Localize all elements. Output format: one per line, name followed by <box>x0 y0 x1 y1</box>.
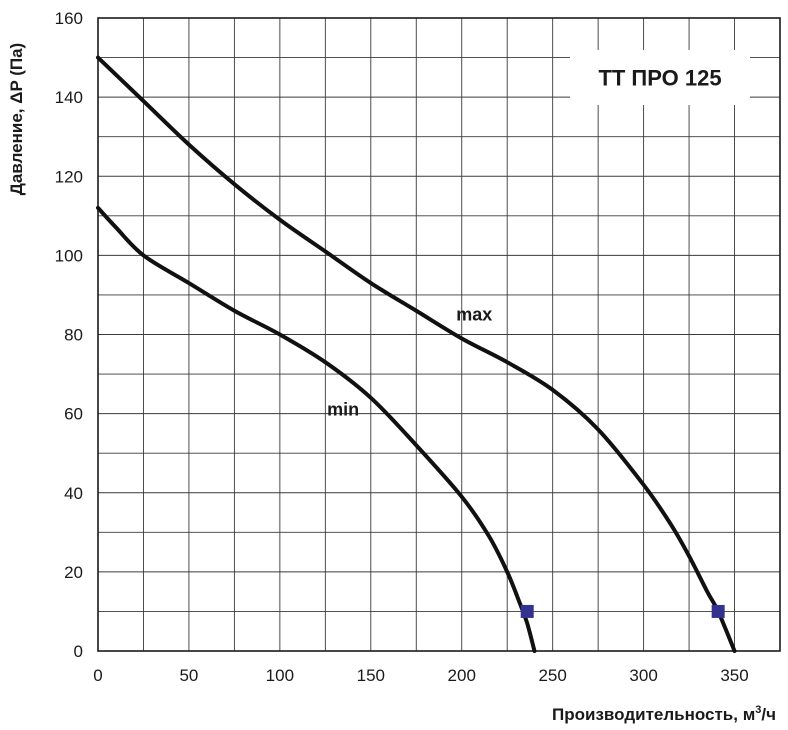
x-tick-labels: 0 50 100 150 200 250 300 350 <box>93 666 748 685</box>
marker-layer <box>520 604 725 618</box>
x-tick-label: 0 <box>93 666 102 685</box>
y-tick-labels: 0 20 40 60 80 100 120 140 160 <box>55 9 83 661</box>
chart-title-frame <box>570 50 750 105</box>
x-tick-label: 250 <box>538 666 566 685</box>
x-tick-label: 200 <box>448 666 476 685</box>
marker-max <box>711 604 725 618</box>
series-label-max: max <box>456 305 492 325</box>
chart-title: ТТ ПРО 125 <box>598 66 721 91</box>
y-tick-label: 80 <box>64 326 83 345</box>
x-tick-label: 150 <box>357 666 385 685</box>
plot-frame <box>97 17 781 652</box>
x-axis-title-main: Производительность, м <box>552 705 755 724</box>
chart-title-box: ТТ ПРО 125 <box>570 50 750 105</box>
y-tick-label: 40 <box>64 484 83 503</box>
y-tick-label: 160 <box>55 9 83 28</box>
x-tick-label: 50 <box>179 666 198 685</box>
series-layer <box>96 55 737 653</box>
x-tick-label: 350 <box>720 666 748 685</box>
x-axis-title-superscript: 3 <box>755 704 761 716</box>
marker-min <box>520 604 534 618</box>
x-axis-title-tail: /ч <box>761 705 776 724</box>
y-tick-label: 140 <box>55 88 83 107</box>
grid <box>98 18 780 651</box>
series-label-min: min <box>327 400 359 420</box>
series-line-min <box>96 205 537 653</box>
y-tick-label: 100 <box>55 246 83 265</box>
y-tick-label: 20 <box>64 563 83 582</box>
y-tick-label: 0 <box>74 642 83 661</box>
x-axis-title: Производительность, м3/ч <box>552 704 776 724</box>
y-tick-label: 60 <box>64 405 83 424</box>
series-line-max <box>96 55 737 653</box>
x-tick-label: 100 <box>266 666 294 685</box>
x-tick-label: 300 <box>629 666 657 685</box>
y-axis-title: Давление, ΔP (Па) <box>7 43 26 195</box>
y-tick-label: 120 <box>55 167 83 186</box>
